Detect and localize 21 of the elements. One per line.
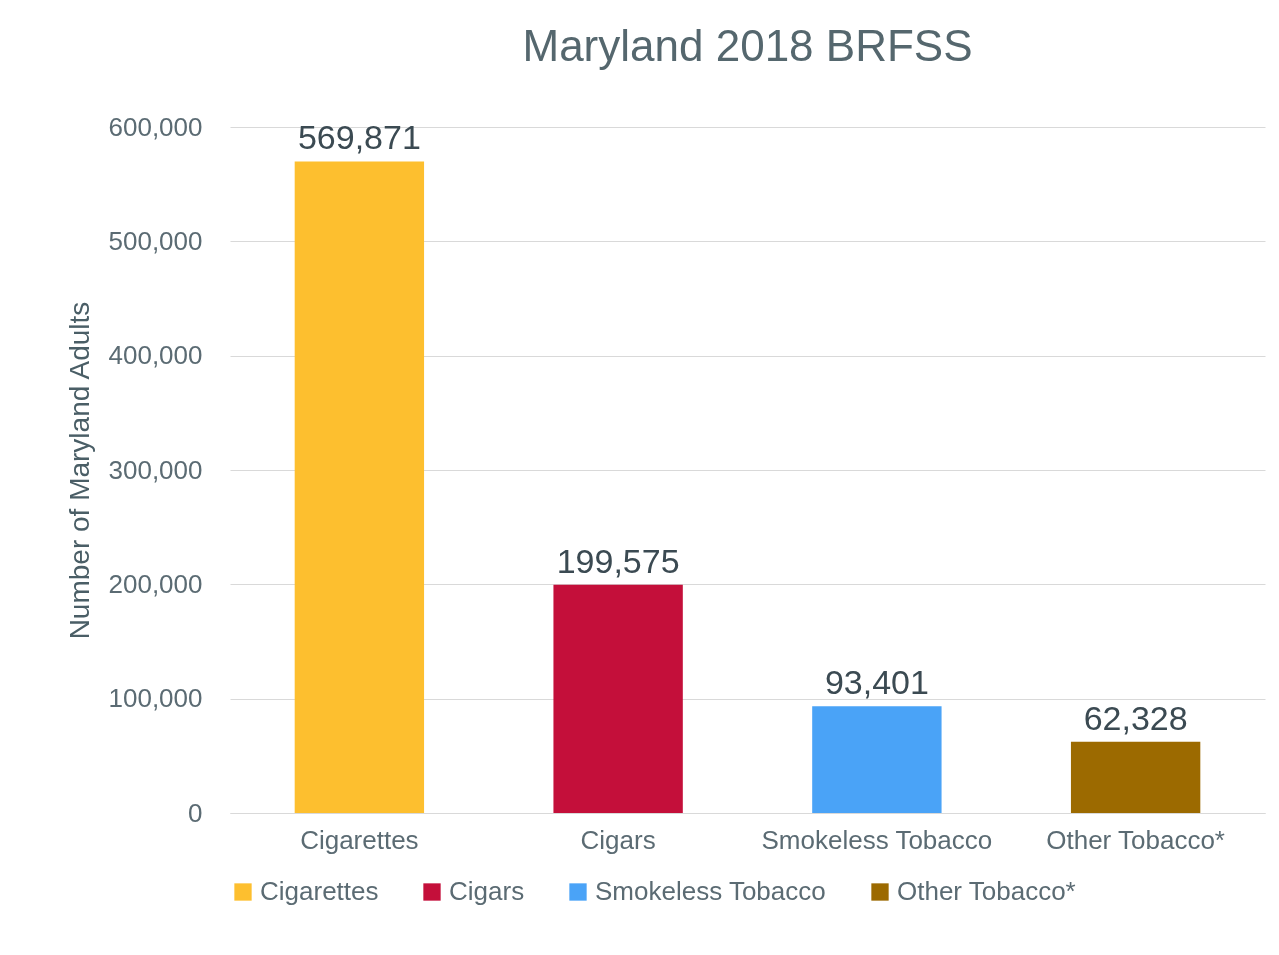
y-tick-label: 400,000: [108, 340, 203, 371]
x-tick-label: Cigars: [580, 824, 656, 855]
y-tick-label: 0: [188, 797, 203, 828]
y-tick-label: 100,000: [108, 683, 203, 714]
x-tick-label: Other Tobacco*: [1046, 824, 1225, 855]
x-tick-label: Cigarettes: [300, 824, 419, 855]
y-tick-label: 500,000: [108, 225, 203, 256]
y-tick-label: 600,000: [108, 111, 203, 142]
legend-label: Cigars: [449, 876, 525, 906]
legend-label: Other Tobacco*: [897, 876, 1076, 906]
data-label: 93,401: [824, 663, 929, 702]
chart-title: Maryland 2018 BRFSS: [522, 21, 973, 70]
legend-label: Smokeless Tobacco: [595, 876, 826, 906]
legend-label: Cigarettes: [260, 876, 379, 906]
y-tick-label: 200,000: [108, 568, 203, 599]
x-tick-label: Smokeless Tobacco: [761, 824, 993, 855]
y-axis-title: Number of Maryland Adults: [63, 301, 95, 640]
data-label: 569,871: [297, 118, 421, 157]
data-label: 62,328: [1083, 698, 1188, 737]
data-label: 199,575: [556, 541, 680, 580]
y-tick-label: 300,000: [108, 454, 203, 485]
